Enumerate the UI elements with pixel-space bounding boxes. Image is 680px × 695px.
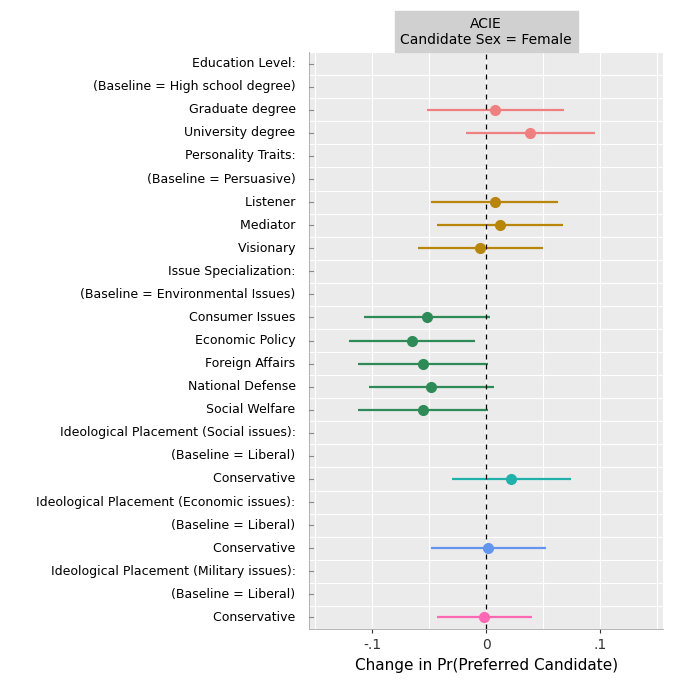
Text: Foreign Affairs: Foreign Affairs — [193, 357, 296, 370]
X-axis label: Change in Pr(Preferred Candidate): Change in Pr(Preferred Candidate) — [355, 657, 617, 673]
Text: Conservative: Conservative — [201, 611, 296, 624]
Text: (Baseline = Environmental Issues): (Baseline = Environmental Issues) — [68, 288, 296, 301]
Text: Ideological Placement (Military issues):: Ideological Placement (Military issues): — [50, 565, 296, 578]
Text: (Baseline = Liberal): (Baseline = Liberal) — [159, 518, 296, 532]
Text: Listener: Listener — [233, 195, 296, 208]
Text: National Defense: National Defense — [175, 380, 296, 393]
Text: Mediator: Mediator — [228, 219, 296, 231]
Title: ACIE
Candidate Sex = Female: ACIE Candidate Sex = Female — [401, 17, 572, 47]
Text: (Baseline = High school degree): (Baseline = High school degree) — [81, 80, 296, 93]
Text: (Baseline = Persuasive): (Baseline = Persuasive) — [135, 172, 296, 186]
Text: Visionary: Visionary — [226, 242, 296, 255]
Text: University degree: University degree — [173, 126, 296, 140]
Text: Education Level:: Education Level: — [192, 57, 296, 70]
Text: Personality Traits:: Personality Traits: — [185, 149, 296, 163]
Text: Issue Specialization:: Issue Specialization: — [168, 265, 296, 278]
Text: Ideological Placement (Social issues):: Ideological Placement (Social issues): — [60, 426, 296, 439]
Text: (Baseline = Liberal): (Baseline = Liberal) — [159, 450, 296, 462]
Text: Economic Policy: Economic Policy — [183, 334, 296, 347]
Text: Conservative: Conservative — [201, 473, 296, 486]
Text: Social Welfare: Social Welfare — [194, 403, 296, 416]
Text: Consumer Issues: Consumer Issues — [177, 311, 296, 324]
Text: Graduate degree: Graduate degree — [177, 104, 296, 116]
Text: Conservative: Conservative — [201, 541, 296, 555]
Text: (Baseline = Liberal): (Baseline = Liberal) — [159, 588, 296, 601]
Text: Ideological Placement (Economic issues):: Ideological Placement (Economic issues): — [36, 496, 296, 509]
